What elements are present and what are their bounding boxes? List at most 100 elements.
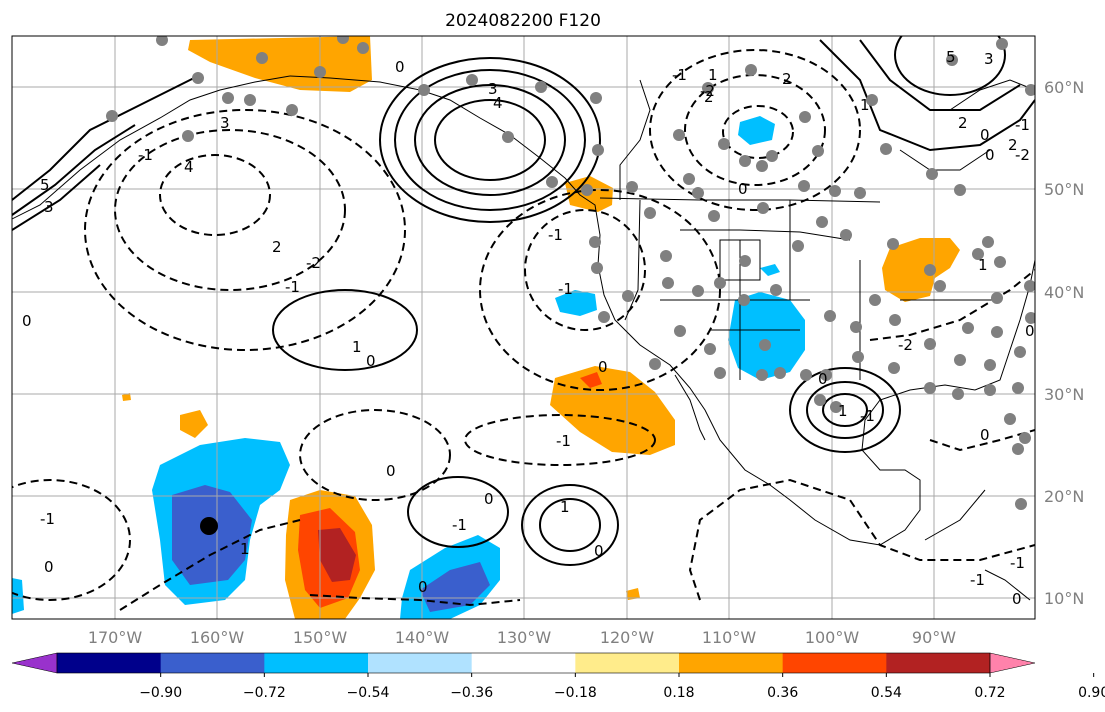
contour-label: 2: [958, 114, 968, 132]
colorbar: −0.90 −0.72 −0.54 −0.36 −0.18 0.18 0.36 0.54 0.7…: [11, 652, 1105, 701]
lat-label: 20°N: [1044, 487, 1084, 506]
contour-label: 0: [598, 358, 608, 376]
contour-alaska-high-4: [379, 57, 601, 223]
contour-label: 1: [352, 338, 362, 356]
contour-dashed-hudson-1: [722, 105, 794, 159]
contour-label: -1: [970, 571, 985, 589]
contour-label: 0: [366, 352, 376, 370]
colorbar-segment: [886, 653, 991, 673]
station-markers: [106, 36, 1035, 510]
coastlines: [12, 75, 1035, 601]
contour-label: 0: [484, 490, 494, 508]
contour-dashed-gulf-coast: [869, 269, 1035, 341]
longitude-labels: 170°W 160°W 150°W 140°W 130°W 120°W 110°…: [88, 628, 956, 647]
colorbar-segment: [264, 653, 369, 673]
contour-label: -1: [1015, 116, 1030, 134]
contour-dashed-south-1: [464, 414, 656, 466]
contour-dashed-coast-1: [524, 209, 646, 331]
contour-lines: [12, 36, 1035, 611]
negative-anomaly-south-core: [420, 562, 490, 612]
colorbar-segment: [57, 653, 162, 673]
contour-label: 0: [980, 126, 990, 144]
lat-label: 40°N: [1044, 283, 1084, 302]
contour-label-group: 3 4 4 3 5 3 2 1 0 -1 -2 -1 2 0 2 1 0 0 -…: [22, 48, 1035, 608]
contour-label: 0: [418, 578, 428, 596]
contour-label: -1: [40, 510, 55, 528]
negative-anomaly-texas: [728, 292, 805, 380]
contour-label: 2: [704, 88, 714, 106]
lon-label: 170°W: [88, 628, 143, 647]
contour-label: 1: [838, 402, 848, 420]
contour-label: 1: [860, 96, 870, 114]
colorbar-segment: [679, 653, 784, 673]
colorbar-tick-label: 0.72: [974, 685, 1005, 701]
contour-south-high-1: [539, 498, 601, 552]
negative-anomaly-california: [555, 290, 597, 316]
contour-texas-high-3: [789, 367, 901, 453]
contour-label: 2: [272, 238, 282, 256]
contour-dashed-west: [12, 479, 131, 601]
contour-label: 1: [560, 498, 570, 516]
positive-anomaly-hawaii-core: [318, 528, 356, 582]
colorbar-tick-label: −0.72: [243, 685, 286, 701]
positive-anomaly-speck: [122, 393, 131, 401]
colorbar-segment: [160, 653, 265, 673]
contour-label: 1: [240, 540, 250, 558]
contour-northeast-core: [894, 36, 1006, 96]
contour-label: 5: [40, 176, 50, 194]
contour-label: -1: [548, 226, 563, 244]
contour-north-pacific-low: [272, 289, 418, 371]
contour-label: -2: [306, 254, 321, 272]
lon-label: 100°W: [805, 628, 860, 647]
contour-label: -1: [556, 432, 571, 450]
contour-label: 2: [1008, 136, 1018, 154]
colorbar-tick-label: −0.90: [139, 685, 182, 701]
contour-northeast-high: [819, 39, 1035, 152]
contour-label: -2: [700, 82, 715, 100]
contour-texas-high-1: [822, 393, 868, 427]
contour-dashed-hawaii: [119, 519, 301, 611]
contour-label: -1: [138, 146, 153, 164]
contour-label: 4: [493, 94, 503, 112]
positive-anomaly-baja: [550, 366, 675, 455]
contour-label: 0: [44, 558, 54, 576]
latitude-labels: 60°N 50°N 40°N 30°N 20°N 10°N: [1044, 78, 1084, 608]
contour-aleutian-3: [12, 164, 101, 231]
colorbar-segment: [575, 653, 680, 673]
contour-dashed-sw: [299, 409, 451, 501]
contour-label: -1: [860, 407, 875, 425]
contour-label: 3: [984, 50, 994, 68]
contour-label: 1: [708, 66, 718, 84]
contour-alaska-high-2: [414, 84, 566, 196]
contour-texas-high-2: [806, 381, 884, 439]
contour-label: -1: [558, 280, 573, 298]
contour-label: 3: [488, 80, 498, 98]
lon-label: 150°W: [293, 628, 348, 647]
contour-label: 3: [44, 198, 54, 216]
colorbar-tick-label: −0.54: [347, 685, 390, 701]
contour-label: 4: [184, 158, 194, 176]
contour-dashed-coast-2: [479, 189, 721, 391]
contour-dashed-mexico: [688, 478, 1035, 601]
contour-label: 0: [1025, 322, 1035, 340]
map-area: 3 4 4 3 5 3 2 1 0 -1 -2 -1 2 0 2 1 0 0 -…: [12, 36, 1035, 619]
contour-alaska-high-3: [394, 69, 586, 211]
positive-anomaly-small-west: [180, 410, 208, 438]
map-frame: [11, 35, 1036, 620]
lat-label: 10°N: [1044, 589, 1084, 608]
contour-label: 0: [594, 542, 604, 560]
contour-label: -1: [285, 278, 300, 296]
contour-label: 2: [782, 70, 792, 88]
contour-label: 0: [985, 146, 995, 164]
contour-label: -1: [672, 66, 687, 84]
contour-label: 0: [395, 58, 405, 76]
lon-label: 140°W: [395, 628, 450, 647]
contour-dashed-gulf-2: [114, 129, 346, 291]
negative-anomaly-southwest-edge: [12, 578, 24, 614]
colorbar-extend-low: [11, 652, 58, 674]
lon-label: 90°W: [912, 628, 956, 647]
contour-label: 0: [980, 426, 990, 444]
contour-label: 0: [818, 370, 828, 388]
colorbar-extend-high: [989, 652, 1036, 674]
